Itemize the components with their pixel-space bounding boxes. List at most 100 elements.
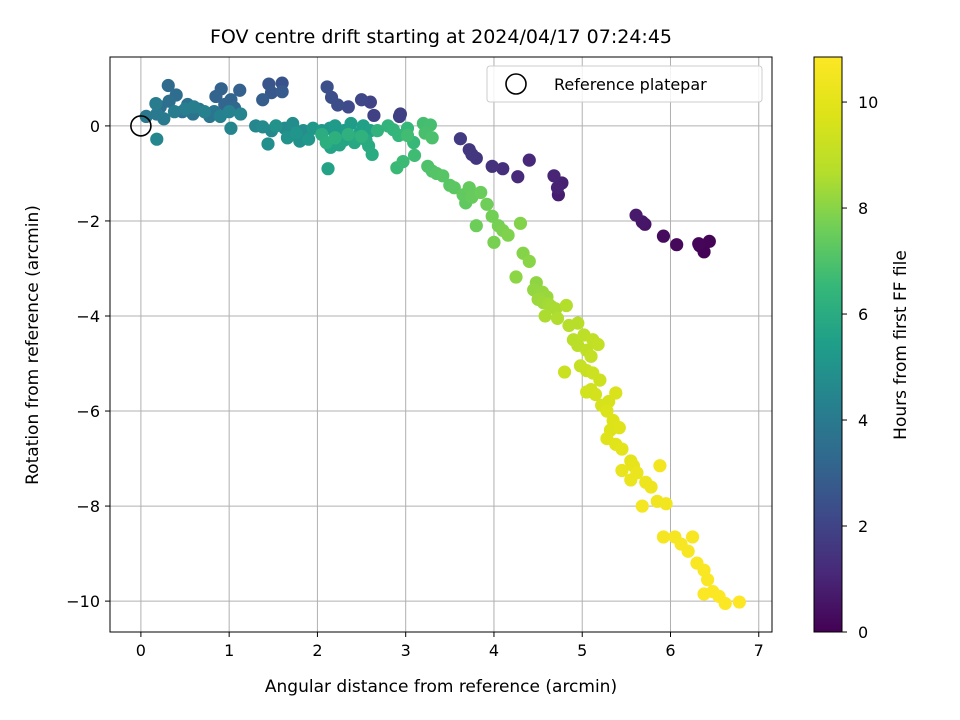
data-point — [447, 181, 461, 195]
x-tick-label: 5 — [577, 641, 587, 660]
colorbar-tick-label: 4 — [858, 411, 868, 430]
data-point — [571, 316, 585, 330]
data-point — [615, 463, 629, 478]
data-point — [559, 298, 573, 313]
data-point — [187, 100, 201, 114]
data-point — [496, 162, 510, 176]
data-point — [474, 185, 488, 200]
y-tick-label: −4 — [76, 307, 100, 326]
x-tick-label: 6 — [665, 641, 675, 660]
data-point — [341, 127, 355, 142]
data-point — [692, 237, 706, 251]
data-point — [487, 235, 501, 249]
data-point — [584, 349, 598, 363]
data-point — [150, 132, 164, 146]
colorbar — [813, 56, 843, 633]
data-point — [321, 162, 335, 176]
data-point — [485, 159, 499, 173]
data-point — [302, 132, 316, 146]
legend-box — [486, 65, 763, 103]
colorbar-tick-label: 2 — [858, 517, 868, 536]
data-point — [557, 365, 572, 379]
data-point — [593, 373, 607, 387]
y-tick-label: −2 — [76, 212, 100, 231]
data-point — [591, 337, 605, 352]
data-point — [538, 309, 552, 323]
data-point — [209, 89, 223, 104]
data-point — [522, 254, 536, 268]
data-point — [354, 93, 369, 107]
data-points — [139, 76, 746, 611]
colorbar-ticks: 0 2 4 6 8 10 — [842, 93, 878, 642]
reference-platepar-marker — [130, 115, 152, 137]
data-point — [624, 473, 638, 487]
data-point — [224, 121, 238, 135]
colorbar-tick-label: 10 — [858, 93, 878, 112]
x-tick-label: 0 — [136, 641, 146, 660]
data-point — [656, 530, 671, 544]
data-point — [149, 96, 163, 111]
data-point — [396, 154, 410, 169]
data-point — [485, 209, 499, 223]
colorbar-tick-label: 6 — [858, 305, 868, 324]
data-point — [629, 208, 643, 222]
data-point — [685, 530, 700, 544]
data-point — [289, 126, 303, 140]
data-point — [341, 100, 355, 114]
data-point — [162, 94, 176, 108]
data-point — [501, 228, 515, 242]
data-point — [161, 78, 175, 93]
data-point — [513, 216, 528, 230]
data-point — [392, 109, 407, 124]
data-point — [256, 93, 270, 107]
data-point — [550, 181, 565, 195]
plot-background — [110, 57, 772, 632]
data-point — [354, 129, 369, 143]
x-tick-label: 3 — [401, 641, 411, 660]
data-point — [718, 596, 732, 611]
data-point — [511, 170, 525, 184]
legend: Reference platepar — [486, 65, 763, 103]
data-point — [670, 238, 684, 252]
data-point — [320, 80, 334, 94]
data-point — [367, 108, 381, 123]
colorbar-tick-label: 8 — [858, 199, 868, 218]
data-point — [659, 497, 673, 511]
data-point — [644, 480, 658, 494]
data-point — [588, 387, 603, 401]
x-tick-label: 1 — [224, 641, 234, 660]
data-point — [681, 544, 695, 558]
data-point — [453, 132, 468, 146]
data-point — [256, 120, 270, 134]
legend-label: Reference platepar — [554, 75, 707, 94]
data-point — [609, 386, 623, 400]
data-point — [653, 459, 667, 473]
data-point — [328, 131, 342, 145]
y-tick-label: −10 — [66, 592, 100, 611]
data-point — [370, 124, 385, 138]
y-tick-label: −6 — [76, 402, 100, 421]
x-tick-label: 4 — [489, 641, 499, 660]
x-axis-ticks: 0 1 2 3 4 5 6 7 — [136, 632, 764, 660]
data-point — [732, 595, 746, 609]
data-point — [509, 270, 523, 284]
y-axis-ticks: 0 −2 −4 −6 −8 −10 — [66, 117, 110, 611]
data-point — [264, 86, 279, 100]
data-point — [407, 148, 422, 162]
data-point — [234, 107, 248, 121]
data-point — [400, 128, 415, 143]
data-point — [550, 311, 565, 325]
data-point — [469, 219, 483, 233]
colorbar-label: Hours from first FF file — [891, 250, 911, 440]
data-point — [462, 143, 476, 157]
data-point — [157, 112, 171, 126]
data-point — [612, 421, 626, 435]
y-tick-label: 0 — [90, 117, 100, 136]
data-point — [344, 116, 358, 131]
data-point — [261, 137, 275, 151]
data-point — [275, 85, 289, 99]
y-tick-label: −8 — [76, 497, 100, 516]
data-point — [615, 442, 629, 456]
data-point — [702, 234, 716, 248]
